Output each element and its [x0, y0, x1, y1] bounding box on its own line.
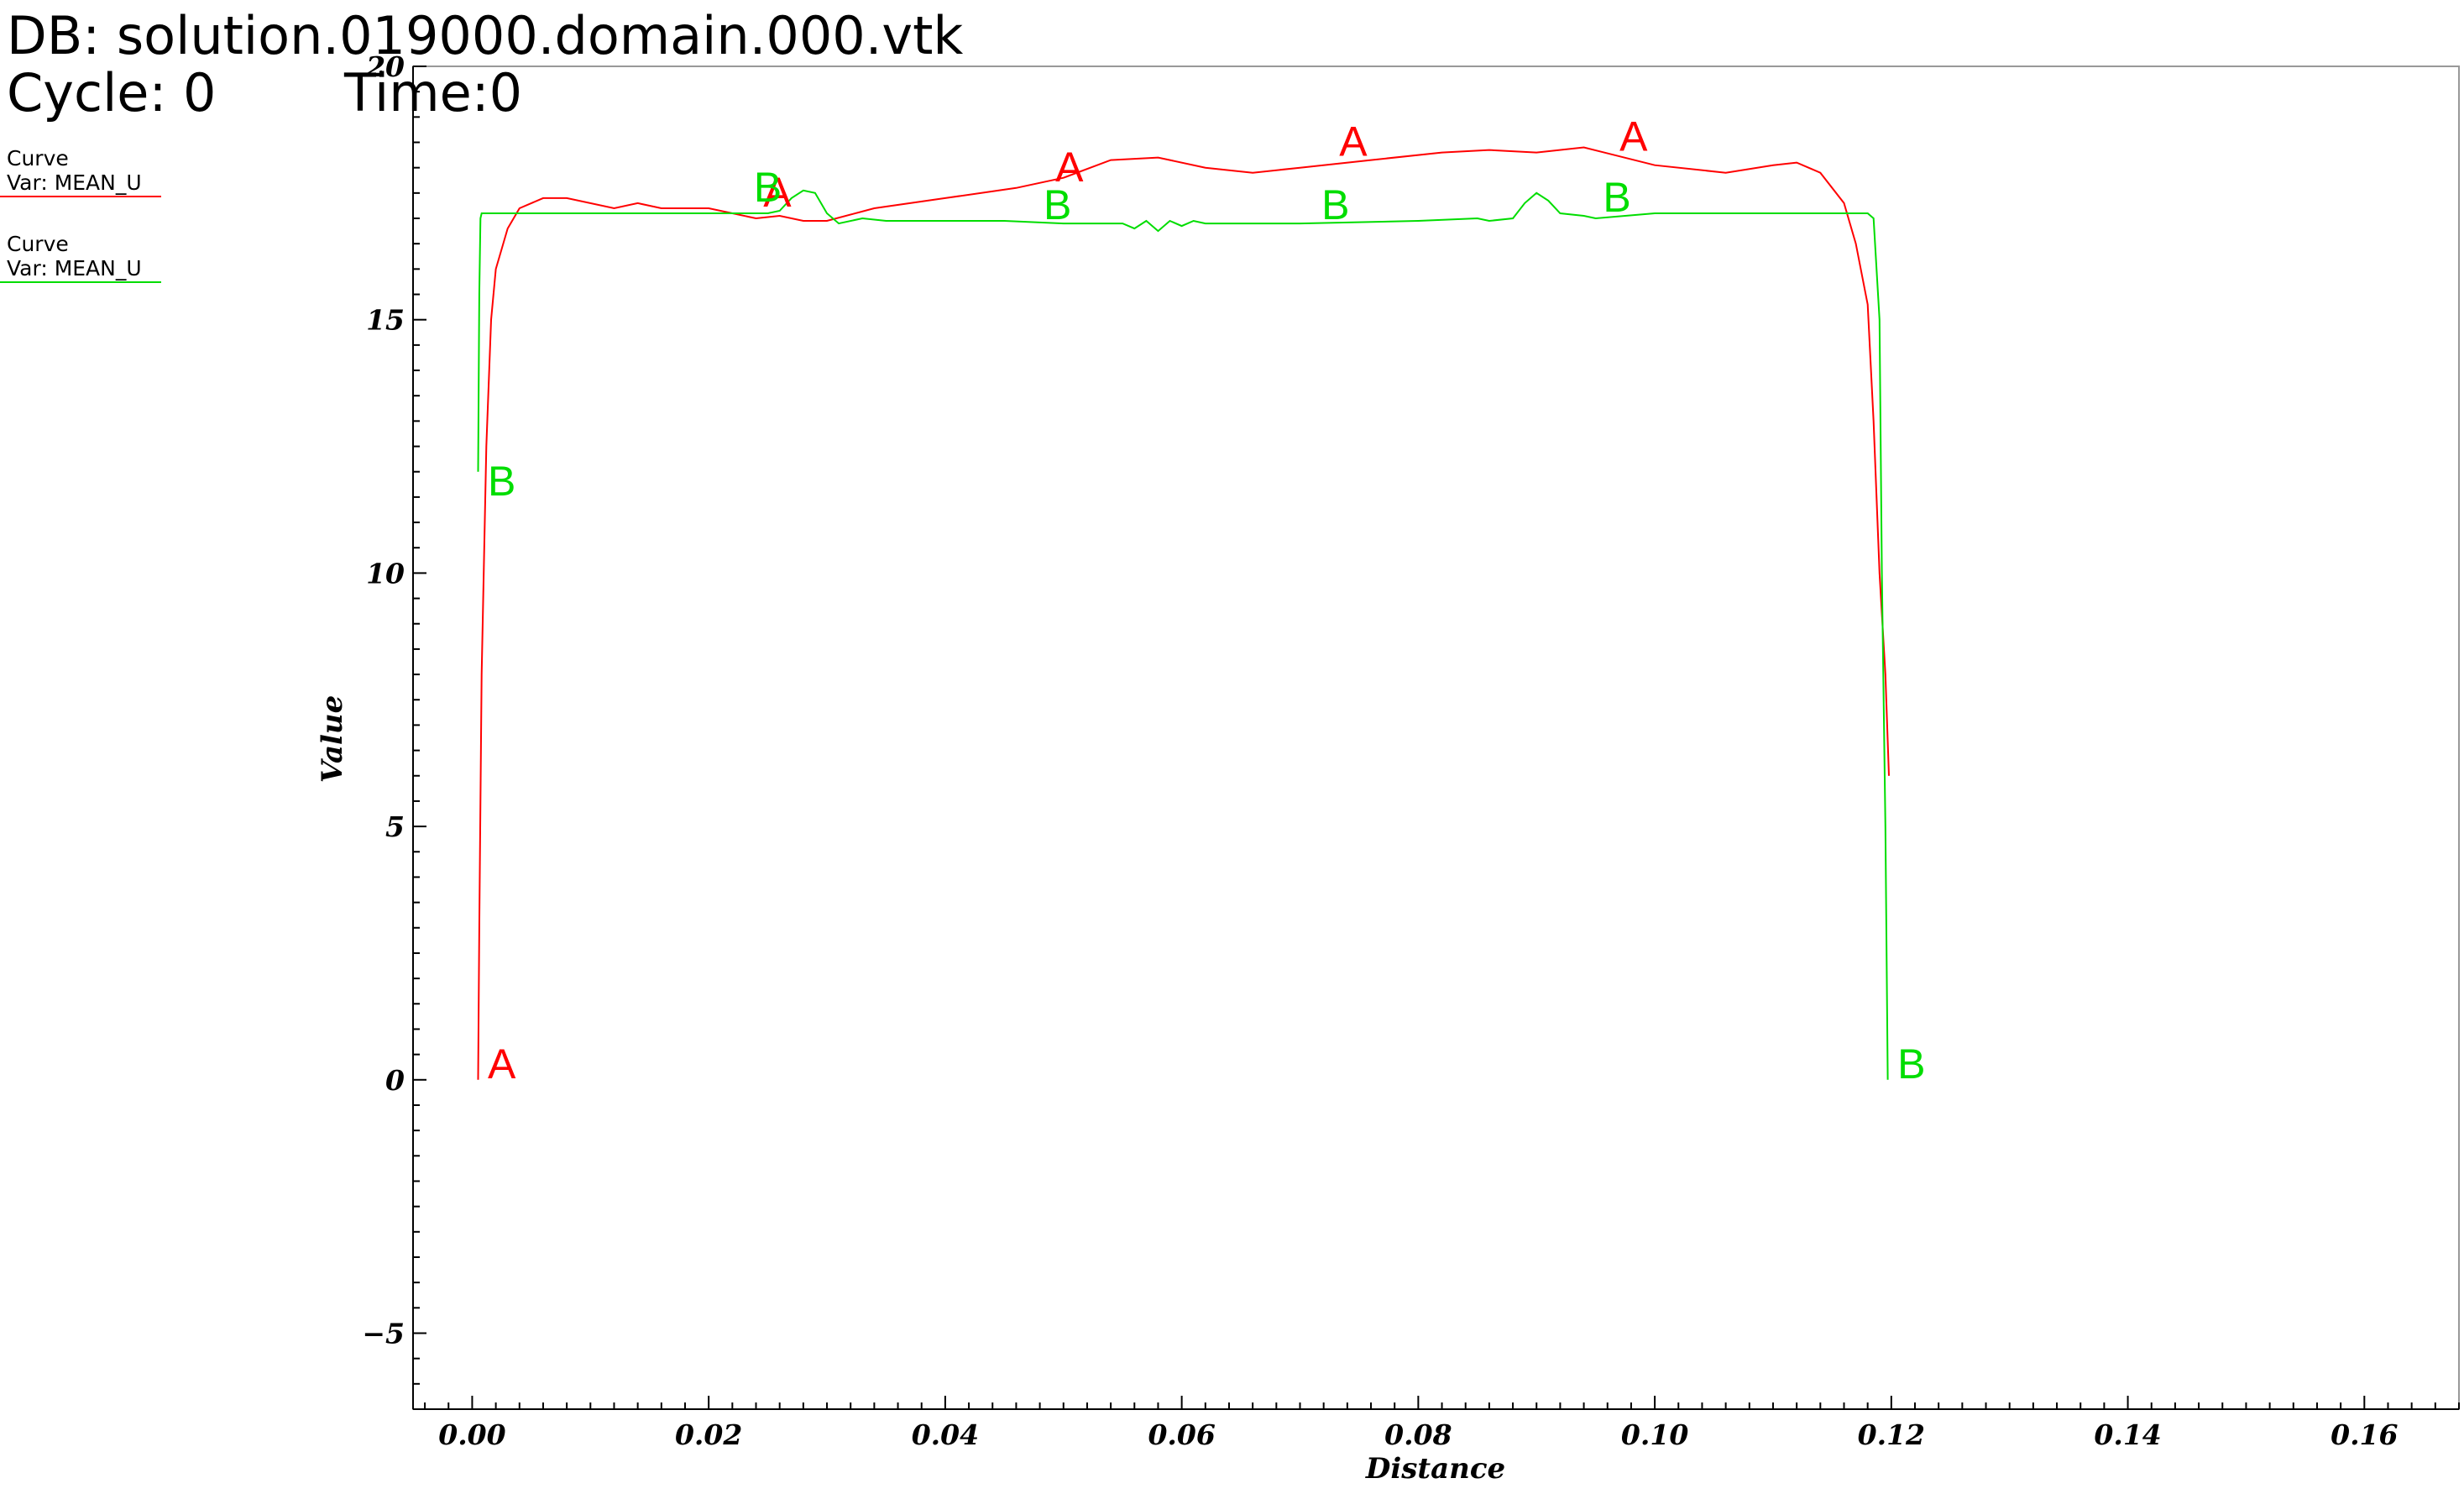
curve-label-a: A	[488, 1041, 516, 1088]
y-axis-title: Value	[316, 695, 349, 784]
axis-ticks	[412, 66, 2460, 1410]
x-tick-label: 0.08	[1384, 1418, 1452, 1451]
plot-frame	[412, 66, 2460, 1410]
x-tick-label: 0.14	[2094, 1418, 2161, 1451]
x-tick-label: 0.12	[1858, 1418, 1925, 1451]
curve-label-b: B	[754, 164, 782, 211]
x-tick-label: 0.02	[675, 1418, 742, 1451]
legend-title: Curve	[7, 232, 69, 256]
x-tick-label: 0.06	[1148, 1418, 1215, 1451]
cycle-label: Cycle: 0	[7, 62, 217, 123]
curve-label-b: B	[1044, 181, 1071, 228]
legend-variable: Var: MEAN_U	[7, 170, 142, 195]
series-line-a	[477, 146, 1890, 1080]
curve-label-a: A	[763, 169, 792, 216]
legend-swatch-green	[0, 281, 161, 283]
time-label: Time:0	[344, 62, 523, 123]
curve-label-a: A	[1619, 113, 1648, 160]
curve-label-b: B	[1603, 174, 1630, 221]
curves	[477, 146, 1890, 1080]
x-tick-label: 0.16	[2331, 1418, 2398, 1451]
tick-labels: 0.00 0.02 0.04 0.06 0.08 0.10 0.12 0.14 0.16 −5 0 5…	[362, 50, 2398, 1451]
x-tick-label: 0.10	[1621, 1418, 1688, 1451]
y-tick-label: 0	[385, 1064, 405, 1097]
x-axis-title: Distance	[1365, 1452, 1505, 1486]
y-tick-label: 5	[385, 810, 405, 843]
legend-swatch-red	[0, 196, 161, 197]
legend-entry-red-curve: Curve Var: MEAN_U	[0, 146, 161, 197]
curve-label-b: B	[1897, 1041, 1925, 1088]
y-tick-label: 20	[365, 50, 405, 83]
curve-label-b: B	[488, 458, 515, 505]
legend-title: Curve	[7, 146, 69, 170]
legend-entry-green-curve: Curve Var: MEAN_U	[0, 232, 161, 283]
x-tick-label: 0.00	[438, 1418, 505, 1451]
y-tick-label: 15	[366, 304, 405, 337]
legend-variable: Var: MEAN_U	[7, 256, 142, 280]
y-tick-label: −5	[362, 1317, 405, 1350]
y-tick-label: 10	[366, 557, 405, 590]
curve-label-a: A	[1339, 118, 1368, 165]
series-line-b	[477, 189, 1889, 1080]
database-title: DB: solution.019000.domain.000.vtk	[7, 5, 964, 66]
curve-label-b: B	[1321, 181, 1349, 228]
curve-label-a: A	[1055, 144, 1084, 191]
x-tick-label: 0.04	[912, 1418, 979, 1451]
